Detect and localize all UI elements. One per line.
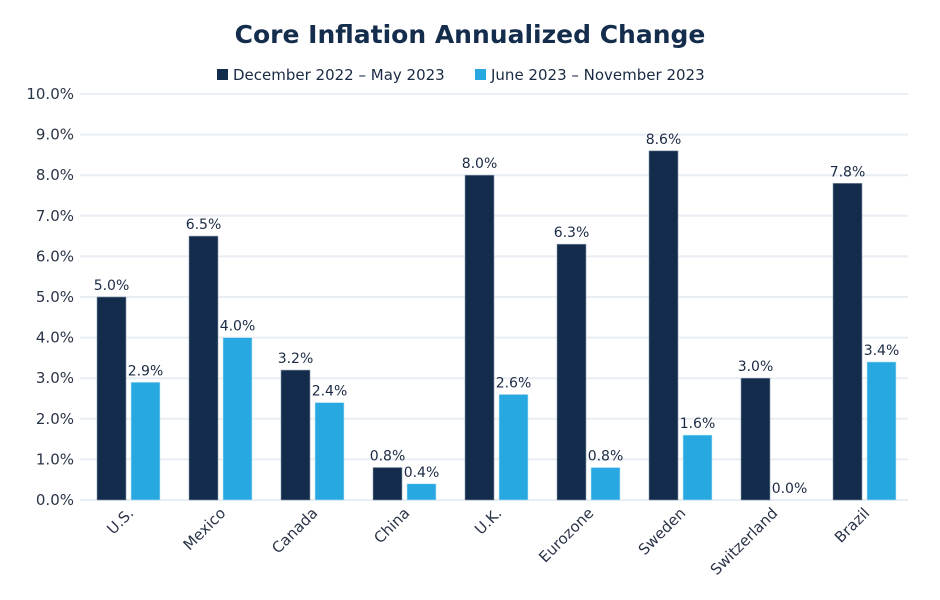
y-tick-label: 1.0%	[36, 450, 74, 468]
y-tick-label: 9.0%	[36, 126, 74, 144]
y-axis: 0.0% 1.0% 2.0% 3.0% 4.0% 5.0% 6.0% 7.0% 8.0% 9.0%…	[26, 85, 74, 509]
bars	[96, 150, 897, 501]
data-label-series-1: 5.0%	[94, 278, 130, 294]
data-label-series-1: 6.5%	[186, 217, 222, 233]
legend-item-series-1: December 2022 – May 2023	[217, 66, 445, 84]
x-tick-label: Switzerland	[707, 504, 782, 579]
bar-series-1	[188, 235, 219, 501]
bar-series-2	[866, 361, 897, 501]
x-tick-label: Sweden	[635, 504, 690, 559]
data-label-series-2: 0.4%	[404, 465, 440, 481]
bar-series-2	[222, 337, 253, 501]
y-tick-label: 3.0%	[36, 369, 74, 387]
y-tick-label: 10.0%	[26, 85, 74, 103]
y-tick-label: 5.0%	[36, 288, 74, 306]
bar-series-2	[590, 467, 621, 501]
data-label-series-2: 2.9%	[128, 363, 164, 379]
bar-series-2	[498, 394, 529, 501]
data-label-series-2: 2.4%	[312, 384, 348, 400]
bar-series-1	[740, 377, 771, 501]
legend-label-series-2: June 2023 – November 2023	[490, 66, 705, 84]
bar-series-1	[464, 174, 495, 501]
x-tick-label: China	[370, 504, 413, 547]
bar-series-1	[556, 243, 587, 501]
data-labels: 5.0%2.9%6.5%4.0%3.2%2.4%0.8%0.4%8.0%2.6%…	[94, 132, 900, 497]
data-label-series-2: 3.4%	[864, 343, 900, 359]
bar-series-1	[832, 183, 863, 501]
data-label-series-1: 0.8%	[370, 449, 406, 465]
bar-series-1	[648, 150, 679, 501]
y-tick-label: 8.0%	[36, 166, 74, 184]
data-label-series-1: 6.3%	[554, 225, 590, 241]
bar-series-2	[314, 402, 345, 501]
bar-series-1	[280, 369, 311, 501]
data-label-series-1: 8.6%	[646, 132, 682, 148]
legend-item-series-2: June 2023 – November 2023	[475, 66, 705, 84]
bar-series-2	[682, 434, 713, 501]
x-tick-label: U.K.	[471, 504, 505, 538]
data-label-series-2: 0.8%	[588, 449, 624, 465]
legend-swatch-series-1	[217, 69, 228, 80]
chart-title: Core Inflation Annualized Change	[235, 20, 706, 49]
legend-swatch-series-2	[475, 69, 486, 80]
data-label-series-2: 0.0%	[772, 481, 808, 497]
x-tick-label: Mexico	[180, 504, 230, 554]
bar-series-1	[372, 467, 403, 501]
y-tick-label: 2.0%	[36, 410, 74, 428]
data-label-series-1: 7.8%	[830, 164, 866, 180]
data-label-series-2: 1.6%	[680, 416, 716, 432]
data-label-series-2: 4.0%	[220, 319, 256, 335]
legend-label-series-1: December 2022 – May 2023	[233, 66, 445, 84]
legend: December 2022 – May 2023 June 2023 – Nov…	[217, 66, 705, 84]
y-tick-label: 4.0%	[36, 329, 74, 347]
x-tick-label: Brazil	[831, 504, 873, 546]
x-tick-label: Canada	[268, 504, 321, 557]
y-tick-label: 6.0%	[36, 247, 74, 265]
y-tick-label: 7.0%	[36, 207, 74, 225]
bar-series-2	[406, 483, 437, 501]
bar-series-2	[130, 381, 161, 501]
data-label-series-1: 3.0%	[738, 359, 774, 375]
y-tick-label: 0.0%	[36, 491, 74, 509]
x-tick-label: Eurozone	[535, 504, 597, 566]
data-label-series-1: 8.0%	[462, 156, 498, 172]
bar-series-1	[96, 296, 127, 501]
data-label-series-2: 2.6%	[496, 375, 532, 391]
data-label-series-1: 3.2%	[278, 351, 314, 367]
x-axis: U.S. Mexico Canada China U.K. Eurozone Sweden S…	[103, 504, 873, 579]
x-tick-label: U.S.	[103, 504, 137, 538]
